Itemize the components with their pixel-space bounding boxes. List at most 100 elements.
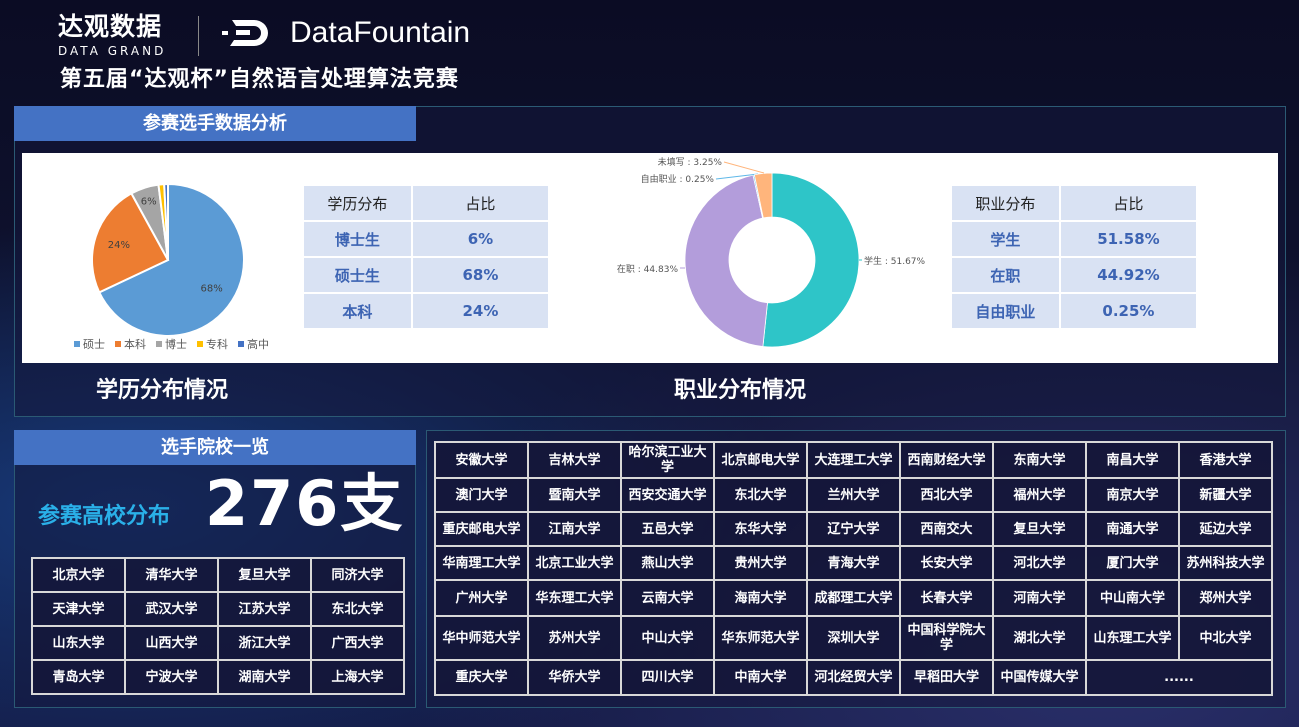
table-cell: 自由职业 bbox=[950, 292, 1061, 330]
school-cell: 华东师范大学 bbox=[713, 615, 808, 661]
pie-data-label: 24% bbox=[108, 240, 130, 251]
school-cell: 贵州大学 bbox=[713, 545, 808, 581]
leader-line bbox=[715, 173, 759, 180]
donut-data-label: 未填写 : 3.25% bbox=[658, 156, 723, 168]
school-cell: 青海大学 bbox=[806, 545, 901, 581]
logo-divider bbox=[198, 16, 199, 56]
donut-slice-3 bbox=[753, 172, 773, 219]
school-cell: 湖南大学 bbox=[217, 659, 312, 695]
school-cell: 澳门大学 bbox=[434, 477, 529, 513]
school-cell: 天津大学 bbox=[31, 591, 126, 627]
table-row: 山东大学 山西大学 浙江大学 广西大学 bbox=[31, 625, 405, 661]
school-cell: 广州大学 bbox=[434, 579, 529, 617]
legend-swatch bbox=[197, 341, 203, 347]
school-cell: 上海大学 bbox=[310, 659, 405, 695]
school-cell: 中国传媒大学 bbox=[992, 659, 1087, 696]
legend-label: 高中 bbox=[247, 337, 269, 351]
school-cell: ...... bbox=[1085, 659, 1273, 696]
school-cell: 吉林大学 bbox=[527, 441, 622, 479]
school-cell: 北京大学 bbox=[31, 557, 126, 593]
school-cell: 西南财经大学 bbox=[899, 441, 994, 479]
school-cell: 早稻田大学 bbox=[899, 659, 994, 696]
donut-slice-1 bbox=[684, 174, 768, 347]
education-table: 学历分布 占比 博士生 6% 硕士生 68% 本科 24% bbox=[302, 184, 551, 330]
legend-swatch bbox=[238, 341, 244, 347]
school-cell: 南京大学 bbox=[1085, 477, 1180, 513]
school-cell: 武汉大学 bbox=[124, 591, 219, 627]
school-cell: 江南大学 bbox=[527, 511, 622, 547]
occupation-donut-chart: 学生 : 51.67% 在职 : 44.83% 自由职业 : 0.25% 未填写 : … bbox=[617, 156, 926, 348]
top-schools-table: 北京大学 清华大学 复旦大学 同济大学 天津大学 武汉大学 江苏大学 东北大学 山东大学 山西大学… bbox=[31, 557, 405, 695]
school-cell: 河南大学 bbox=[992, 579, 1087, 617]
school-cell: 新疆大学 bbox=[1178, 477, 1273, 513]
school-cell: 浙江大学 bbox=[217, 625, 312, 661]
legend-swatch bbox=[115, 341, 121, 347]
table-row: 安徽大学 吉林大学 哈尔滨工业大学 北京邮电大学 大连理工大学 西南财经大学 东南大学 南昌大… bbox=[434, 441, 1273, 479]
school-count-label: 参赛高校分布 bbox=[38, 504, 171, 529]
school-cell: 长春大学 bbox=[899, 579, 994, 617]
school-cell: 清华大学 bbox=[124, 557, 219, 593]
header-cell: 占比 bbox=[410, 184, 551, 222]
table-cell: 0.25% bbox=[1058, 292, 1199, 330]
logo-datagrand-en: DATA GRAND bbox=[58, 44, 167, 58]
school-cell: 五邑大学 bbox=[620, 511, 715, 547]
table-cell: 6% bbox=[410, 220, 551, 258]
school-cell: 西北大学 bbox=[899, 477, 994, 513]
school-cell: 东南大学 bbox=[992, 441, 1087, 479]
school-cell: 中南大学 bbox=[713, 659, 808, 696]
participant-analysis-tab: 参赛选手数据分析 bbox=[14, 106, 416, 141]
education-pie-chart: 68% 24% 6% 硕士 本科 博士 专科 高中 bbox=[74, 182, 269, 351]
school-cell: 中国科学院大学 bbox=[899, 615, 994, 661]
school-cell: 苏州大学 bbox=[527, 615, 622, 661]
table-row: 硕士生 68% bbox=[302, 256, 551, 294]
school-cell: 燕山大学 bbox=[620, 545, 715, 581]
table-cell: 博士生 bbox=[302, 220, 413, 258]
school-cell: 四川大学 bbox=[620, 659, 715, 696]
school-cell: 青岛大学 bbox=[31, 659, 126, 695]
table-row: 博士生 6% bbox=[302, 220, 551, 258]
school-cell: 东北大学 bbox=[310, 591, 405, 627]
schools-tab: 选手院校一览 bbox=[14, 430, 416, 465]
school-cell: 中山大学 bbox=[620, 615, 715, 661]
table-row: 天津大学 武汉大学 江苏大学 东北大学 bbox=[31, 591, 405, 627]
education-caption: 学历分布情况 bbox=[96, 378, 229, 403]
school-cell: 暨南大学 bbox=[527, 477, 622, 513]
pie-slice-0 bbox=[97, 182, 245, 337]
donut-slice-0 bbox=[762, 172, 860, 348]
school-cell: 南通大学 bbox=[1085, 511, 1180, 547]
school-cell: 辽宁大学 bbox=[806, 511, 901, 547]
school-cell: 西南交大 bbox=[899, 511, 994, 547]
school-cell: 河北经贸大学 bbox=[806, 659, 901, 696]
table-row: 在职 44.92% bbox=[950, 256, 1199, 294]
school-cell: 山东理工大学 bbox=[1085, 615, 1180, 661]
table-row: 重庆邮电大学 江南大学 五邑大学 东华大学 辽宁大学 西南交大 复旦大学 南通大学 延边大学 bbox=[434, 511, 1273, 547]
pie-data-label: 68% bbox=[201, 284, 223, 295]
school-cell: 安徽大学 bbox=[434, 441, 529, 479]
table-row: 学生 51.58% bbox=[950, 220, 1199, 258]
legend-swatch bbox=[156, 341, 162, 347]
table-cell: 51.58% bbox=[1058, 220, 1199, 258]
legend-label: 本科 bbox=[124, 337, 146, 351]
school-cell: 郑州大学 bbox=[1178, 579, 1273, 617]
school-cell: 北京工业大学 bbox=[527, 545, 622, 581]
table-cell: 44.92% bbox=[1058, 256, 1199, 294]
school-cell: 河北大学 bbox=[992, 545, 1087, 581]
school-count-value: 276支 bbox=[205, 467, 405, 540]
datafountain-logo-icon bbox=[222, 20, 268, 46]
header-cell: 职业分布 bbox=[950, 184, 1061, 222]
school-cell: 同济大学 bbox=[310, 557, 405, 593]
header-cell: 学历分布 bbox=[302, 184, 413, 222]
school-cell: 中北大学 bbox=[1178, 615, 1273, 661]
school-cell: 延边大学 bbox=[1178, 511, 1273, 547]
school-cell: 复旦大学 bbox=[992, 511, 1087, 547]
pie-slice-1 bbox=[91, 192, 170, 294]
school-cell: 华南理工大学 bbox=[434, 545, 529, 581]
legend-swatch bbox=[74, 341, 80, 347]
occupation-table: 职业分布 占比 学生 51.58% 在职 44.92% 自由职业 0.25% bbox=[950, 184, 1199, 330]
page-title: 第五届“达观杯”自然语言处理算法竞赛 bbox=[60, 67, 459, 92]
school-cell: 复旦大学 bbox=[217, 557, 312, 593]
school-cell: 西安交通大学 bbox=[620, 477, 715, 513]
legend-label: 硕士 bbox=[83, 338, 105, 351]
school-cell: 海南大学 bbox=[713, 579, 808, 617]
donut-data-label: 在职 : 44.83% bbox=[617, 263, 679, 275]
